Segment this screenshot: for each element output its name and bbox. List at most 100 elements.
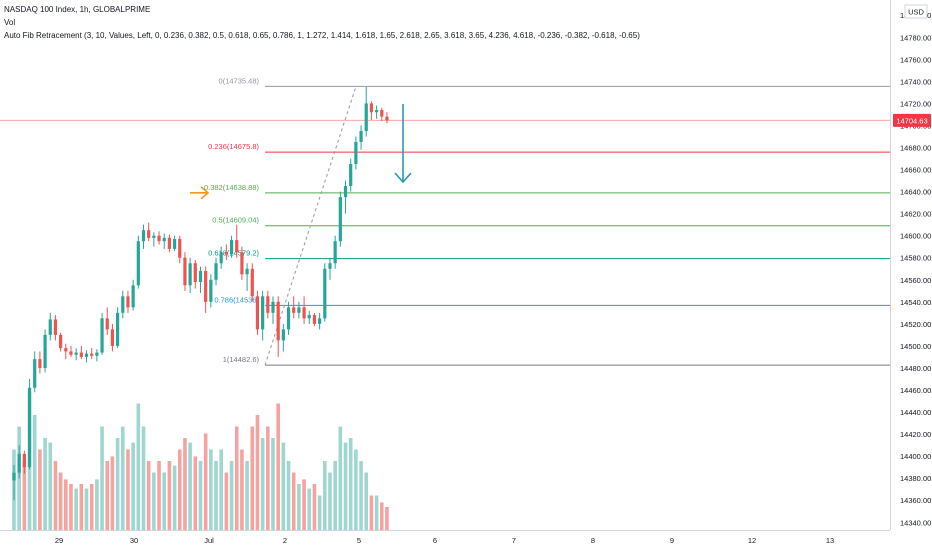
- time-tick-label: 8: [591, 536, 595, 545]
- time-axis[interactable]: 29 30 Jul 2 5 6 7 8 9 12 13: [0, 530, 890, 546]
- candle-body: [364, 103, 368, 131]
- candle-body: [250, 268, 254, 297]
- volume-bar: [379, 502, 384, 530]
- volume-bar: [323, 461, 327, 530]
- candle-body: [354, 141, 358, 165]
- volume-bar: [64, 479, 68, 530]
- candle-body: [385, 116, 389, 121]
- candle-body: [359, 130, 363, 142]
- volume-bar: [255, 415, 260, 530]
- candle-body: [64, 348, 68, 352]
- volume-bar: [131, 442, 135, 530]
- volume-bar: [172, 465, 177, 530]
- candle-body: [126, 296, 130, 308]
- candle-body: [219, 252, 223, 264]
- volume-bar: [245, 461, 249, 530]
- price-tick-label: 14420.00: [900, 430, 931, 439]
- price-tick-label: 14440.00: [900, 408, 931, 417]
- volume-bar: [146, 461, 151, 530]
- fib-trendline: [264, 86, 357, 366]
- candle-body: [59, 334, 63, 349]
- volume-bar: [53, 461, 58, 530]
- candle-body: [162, 237, 166, 242]
- price-tick-label: 14660.00: [900, 166, 931, 175]
- volume-bar: [126, 449, 130, 530]
- volume-indicator-label[interactable]: Vol: [4, 18, 16, 27]
- fib-level-label: 0(14735.48): [219, 76, 260, 85]
- fib-levels: 0(14735.48) 0.236(14675.8) 0.382(14638.88)…: [0, 76, 890, 366]
- price-tick-label: 14480.00: [900, 364, 931, 373]
- candlesticks: [12, 86, 389, 501]
- volume-bar: [385, 507, 389, 530]
- fib-level-label: 0.618(14579.2): [208, 249, 259, 258]
- price-tick-label: 14760.00: [900, 55, 931, 64]
- price-axis[interactable]: 14340.00 14360.00 14380.00 14400.00 14420.00…: [890, 0, 932, 530]
- candle-body: [333, 241, 337, 264]
- fib-indicator-label[interactable]: Auto Fib Retracement (3, 10, Values, Lef…: [4, 31, 640, 40]
- candle-body: [131, 285, 135, 308]
- candle-body: [141, 230, 146, 242]
- candle-body: [95, 352, 99, 356]
- volume-bar: [162, 472, 167, 530]
- candle-body: [338, 197, 342, 242]
- volume-bar: [234, 426, 239, 530]
- time-tick-label: 7: [512, 536, 516, 545]
- volume-bar: [105, 461, 110, 530]
- candle-body: [209, 279, 213, 302]
- candle-body: [74, 352, 78, 355]
- volume-bars: [12, 392, 389, 530]
- volume-bar: [48, 442, 53, 530]
- candle-body: [343, 186, 348, 198]
- volume-bar: [115, 438, 120, 530]
- last-price-label: 14704.63: [896, 116, 927, 125]
- volume-bar: [302, 479, 306, 530]
- candle-body: [84, 353, 89, 357]
- volume-bar: [157, 461, 161, 530]
- volume-bar: [271, 438, 275, 530]
- volume-bar: [354, 449, 358, 530]
- volume-bar: [214, 461, 218, 530]
- volume-bar: [84, 488, 89, 530]
- candle-body: [17, 453, 21, 473]
- candle-body: [100, 318, 104, 353]
- candle-body: [302, 307, 306, 319]
- fib-trendline-line: [264, 86, 357, 366]
- annotations: [190, 104, 412, 200]
- volume-bar: [338, 426, 343, 530]
- candle-body: [105, 318, 109, 330]
- price-tick-label: 14580.00: [900, 254, 931, 263]
- price-tick-label: 14460.00: [900, 386, 931, 395]
- price-tick-label: 14620.00: [900, 210, 931, 219]
- orange-arrow-head: [200, 186, 210, 200]
- time-tick-label: Jul: [204, 536, 214, 545]
- candle-body: [240, 252, 244, 275]
- price-tick-label: 14400.00: [900, 452, 931, 461]
- volume-bar: [297, 484, 301, 530]
- candle-body: [229, 240, 234, 255]
- volume-bar: [312, 484, 317, 530]
- volume-bar: [141, 426, 146, 530]
- candle-body: [349, 164, 353, 187]
- volume-bar: [43, 438, 47, 530]
- candle-body: [27, 387, 32, 468]
- volume-bar: [333, 461, 337, 530]
- candle-body: [22, 453, 26, 468]
- volume-bar: [364, 472, 369, 530]
- volume-bar: [198, 461, 203, 530]
- volume-bar: [328, 472, 332, 530]
- fib-level-label: 1(14482.6): [223, 355, 260, 364]
- price-tick-label: 14560.00: [900, 276, 931, 285]
- price-tick-label: 14680.00: [900, 144, 931, 153]
- volume-bar: [229, 461, 234, 530]
- candle-body: [116, 312, 120, 346]
- candle-body: [375, 110, 379, 113]
- volume-bar: [203, 433, 208, 530]
- candle-body: [235, 240, 239, 253]
- volume-bar: [359, 461, 363, 530]
- candle-body: [276, 301, 280, 341]
- symbol-title[interactable]: NASDAQ 100 Index, 1h, GLOBALPRIME: [4, 5, 151, 14]
- candle-body: [136, 241, 140, 286]
- candle-body: [183, 257, 187, 286]
